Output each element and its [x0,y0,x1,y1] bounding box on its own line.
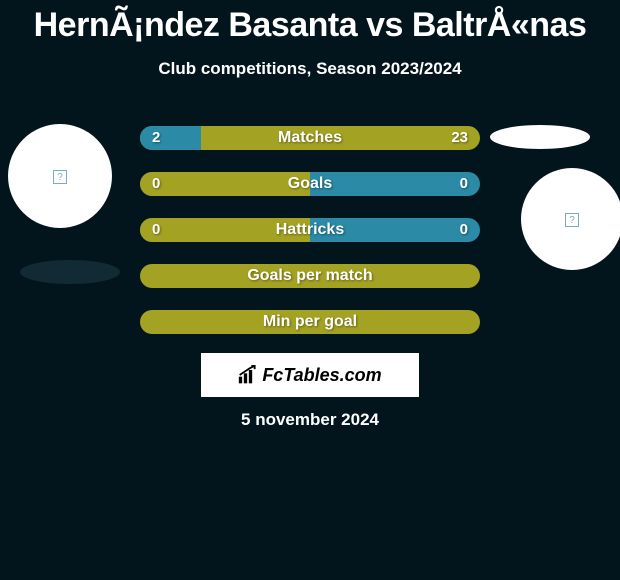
stat-bar: 0Hattricks0 [140,218,480,242]
stat-right-value: 0 [460,218,468,242]
brand-box: FcTables.com [201,353,419,397]
player-right-shadow [490,125,590,149]
chart-icon [238,365,258,385]
stat-right-value: 23 [451,126,468,150]
stat-label: Min per goal [140,310,480,334]
stat-bar: Min per goal [140,310,480,334]
stat-label: Goals [140,172,480,196]
stat-bar: Goals per match [140,264,480,288]
brand-text: FcTables.com [262,365,381,386]
stats-bars: 2Matches230Goals00Hattricks0Goals per ma… [140,126,480,356]
placeholder-icon: ? [53,170,67,184]
stat-bar: 2Matches23 [140,126,480,150]
player-right-avatar: ? [521,168,620,270]
stat-label: Goals per match [140,264,480,288]
placeholder-icon: ? [565,213,579,227]
player-left-avatar: ? [8,124,112,228]
subtitle: Club competitions, Season 2023/2024 [0,59,620,79]
page-title: HernÃ¡ndez Basanta vs BaltrÅ«nas [0,0,620,45]
stat-label: Hattricks [140,218,480,242]
stat-bar: 0Goals0 [140,172,480,196]
stat-right-value: 0 [460,172,468,196]
stat-label: Matches [140,126,480,150]
player-left-shadow [20,260,120,284]
footer-date: 5 november 2024 [0,410,620,430]
